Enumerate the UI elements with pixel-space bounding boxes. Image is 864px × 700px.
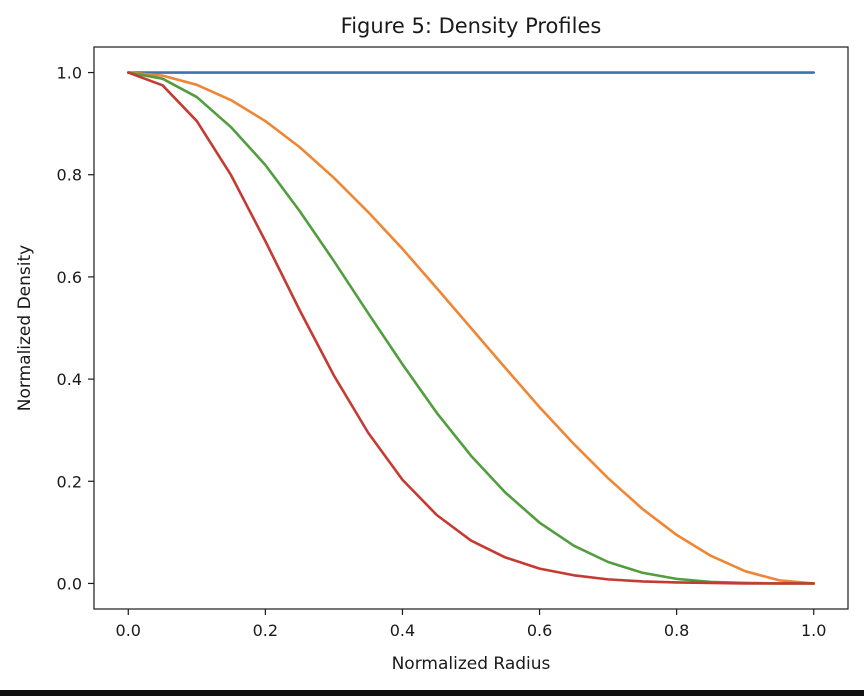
- y-axis-ticks: 0.0 0.2 0.4 0.6 0.8 1.0: [57, 64, 94, 593]
- y-tick-label: 0.4: [57, 370, 82, 389]
- x-tick-label: 0.6: [527, 621, 552, 640]
- y-tick-label: 1.0: [57, 64, 82, 83]
- x-tick-label: 0.0: [116, 621, 141, 640]
- y-tick-label: 0.6: [57, 268, 82, 287]
- y-tick-label: 0.8: [57, 166, 82, 185]
- x-axis-label: Normalized Radius: [392, 654, 551, 674]
- x-tick-label: 1.0: [801, 621, 826, 640]
- chart-title: Figure 5: Density Profiles: [341, 14, 602, 38]
- y-axis-label: Normalized Density: [15, 245, 35, 411]
- x-axis-ticks: 0.0 0.2 0.4 0.6 0.8 1.0: [116, 609, 826, 640]
- series-layer: [126, 71, 816, 585]
- x-tick-label: 0.4: [390, 621, 415, 640]
- y-tick-label: 0.2: [57, 472, 82, 491]
- plot-frame: [93, 46, 849, 610]
- y-tick-label: 0.0: [57, 574, 82, 593]
- series-line-2: [126, 71, 816, 585]
- x-tick-label: 0.2: [253, 621, 278, 640]
- series-line-4: [126, 71, 816, 585]
- series-line-3: [126, 71, 816, 585]
- x-tick-label: 0.8: [664, 621, 689, 640]
